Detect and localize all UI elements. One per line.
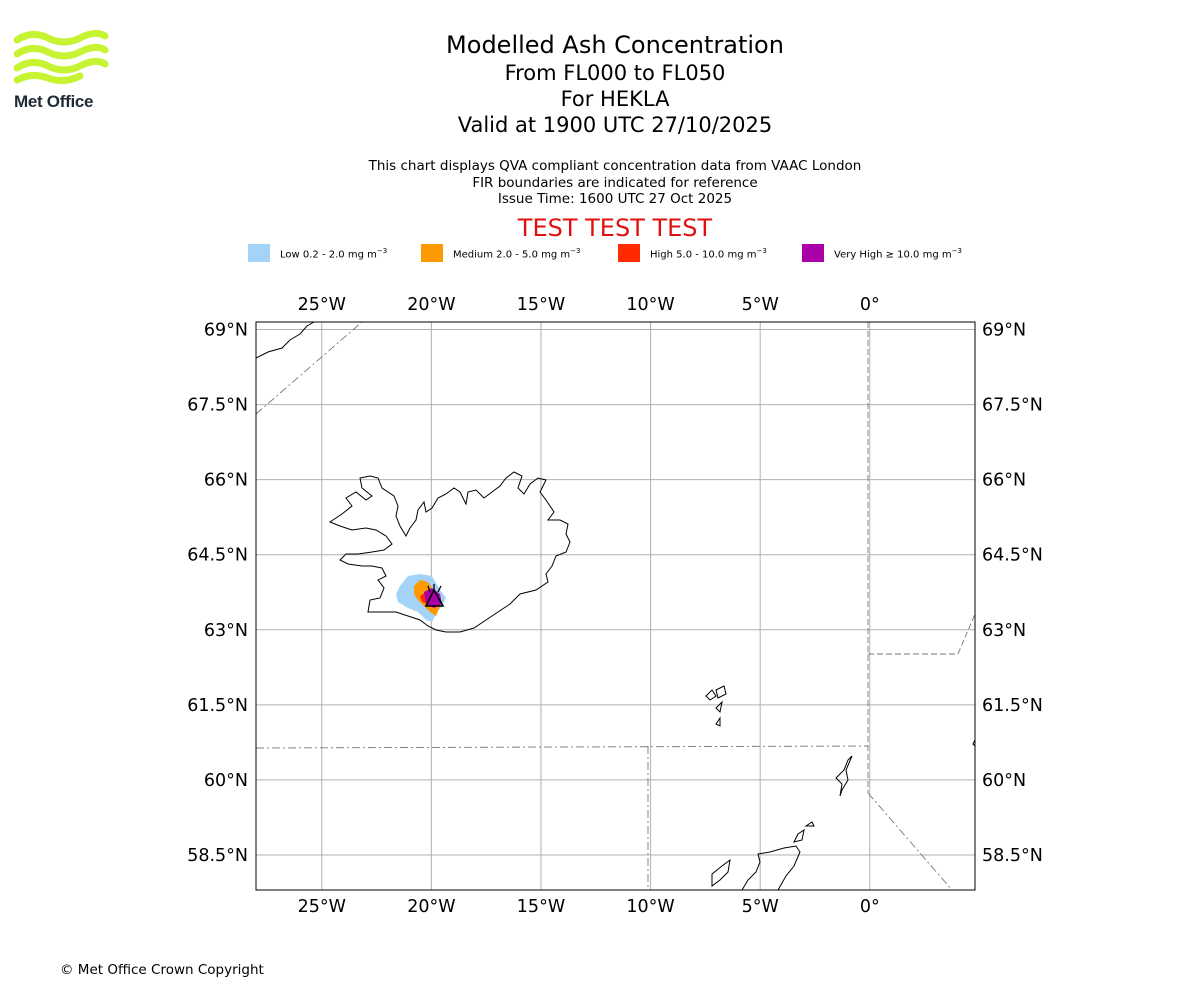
met-office-logo: Met Office xyxy=(13,29,109,115)
lat-tick-label-left: 58.5°N xyxy=(187,846,248,866)
met-office-waves-icon xyxy=(13,29,109,85)
legend-label: Very High ≥ 10.0 mg m xyxy=(834,249,952,261)
lat-tick-label-right: 64.5°N xyxy=(982,546,1043,566)
lon-tick-label-bottom: 10°W xyxy=(626,897,674,917)
legend-swatch xyxy=(802,244,824,262)
coastline-scotland xyxy=(741,845,801,890)
met-office-wordmark: Met Office xyxy=(14,92,94,111)
legend-label: High 5.0 - 10.0 mg m xyxy=(650,249,757,261)
note-line: FIR boundaries are indicated for referen… xyxy=(472,174,758,191)
ash-area-very-high xyxy=(424,588,442,608)
fir-boundary-greenland-iceland xyxy=(256,322,363,415)
lat-tick-label-right: 61.5°N xyxy=(982,696,1043,716)
volcano-triangle-icon xyxy=(424,588,445,607)
lon-tick-label-bottom: 5°W xyxy=(742,897,779,917)
copyright: © Met Office Crown Copyright xyxy=(60,962,264,978)
fir-boundaries xyxy=(256,322,975,890)
legend-swatch xyxy=(618,244,640,262)
lat-tick-label-right: 67.5°N xyxy=(982,396,1043,416)
lon-tick-label-top: 25°W xyxy=(298,295,346,315)
map-frame xyxy=(255,321,976,891)
lat-tick-label-left: 66°N xyxy=(204,471,248,491)
graticule xyxy=(256,322,975,890)
valid-time: Valid at 1900 UTC 27/10/2025 xyxy=(457,113,773,137)
lat-tick-label-right: 69°N xyxy=(982,321,1026,341)
test-banner: TEST TEST TEST xyxy=(517,214,713,242)
coastline-iceland xyxy=(328,471,571,633)
volcano-name: For HEKLA xyxy=(560,87,670,111)
coastline-faroe-2 xyxy=(715,685,727,699)
coastline-faroe-3 xyxy=(715,700,723,714)
coastlines xyxy=(256,322,975,890)
coastline-hebrides xyxy=(711,858,731,887)
lon-tick-label-top: 10°W xyxy=(626,295,674,315)
coastline-faroe-1 xyxy=(705,689,717,701)
lon-tick-label-top: 0° xyxy=(860,295,880,315)
lon-tick-label-bottom: 15°W xyxy=(517,897,565,917)
lat-tick-label-left: 60°N xyxy=(204,771,248,791)
legend-label: Medium 2.0 - 5.0 mg m xyxy=(453,249,571,261)
issue-time: Issue Time: 1600 UTC 27 Oct 2025 xyxy=(497,191,733,207)
fir-boundary-61n xyxy=(256,745,869,749)
axis-tick-labels: 25°W 25°W 20°W 20°W 15°W 15°W 10°W 10°W 5°W 5°W 0°… xyxy=(187,295,1043,917)
lat-tick-label-right: 63°N xyxy=(982,621,1026,641)
lat-tick-label-right: 66°N xyxy=(982,471,1026,491)
lon-tick-label-top: 15°W xyxy=(517,295,565,315)
volcano-plume-icon xyxy=(427,584,442,593)
lon-tick-label-top: 20°W xyxy=(407,295,455,315)
legend-swatch xyxy=(248,244,270,262)
fir-boundary-southeast xyxy=(867,792,953,890)
lat-tick-label-left: 64.5°N xyxy=(187,546,248,566)
lon-tick-label-top: 5°W xyxy=(742,295,779,315)
lat-tick-label-left: 61.5°N xyxy=(187,696,248,716)
lat-tick-label-right: 58.5°N xyxy=(982,846,1043,866)
coastline-norway xyxy=(972,739,975,747)
lat-tick-label-left: 63°N xyxy=(204,621,248,641)
legend-label: Low 0.2 - 2.0 mg m xyxy=(280,249,377,261)
chart-title-block: Modelled Ash Concentration From FL000 to… xyxy=(315,30,915,138)
lon-tick-label-bottom: 20°W xyxy=(407,897,455,917)
flight-levels: From FL000 to FL050 xyxy=(504,61,726,85)
lat-tick-label-left: 69°N xyxy=(204,321,248,341)
lon-tick-label-bottom: 0° xyxy=(860,897,880,917)
fir-boundary-63n-east xyxy=(868,613,975,655)
coastline-faroe-4 xyxy=(715,716,721,727)
legend-swatch xyxy=(421,244,443,262)
lat-tick-label-right: 60°N xyxy=(982,771,1026,791)
coastline-greenland xyxy=(256,322,315,359)
chart-title: Modelled Ash Concentration xyxy=(446,31,784,59)
volcano-marker xyxy=(424,584,445,607)
coastline-shetland xyxy=(835,755,853,797)
note-line: This chart displays QVA compliant concen… xyxy=(368,158,862,174)
chart-notes: This chart displays QVA compliant concen… xyxy=(315,158,915,208)
lat-tick-label-left: 67.5°N xyxy=(187,396,248,416)
lon-tick-label-bottom: 25°W xyxy=(298,897,346,917)
coastline-orkney xyxy=(793,821,815,843)
